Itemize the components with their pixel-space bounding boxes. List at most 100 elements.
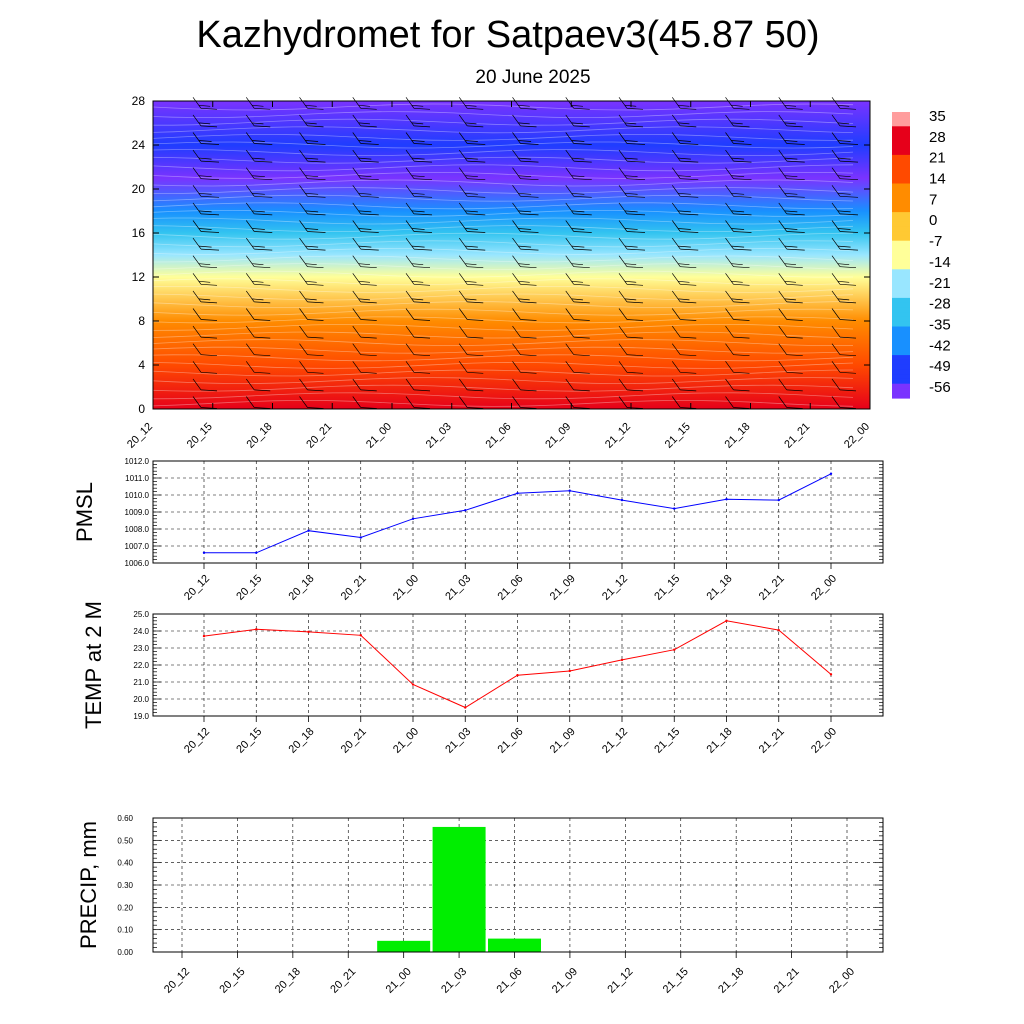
wind-barb-staff	[778, 220, 788, 232]
wind-barb-feather	[786, 160, 805, 163]
wind-barb-staff	[405, 325, 415, 338]
wind-barb-feather	[411, 298, 424, 301]
x-tick-label: 20_15	[185, 421, 215, 451]
wind-barb-staff	[565, 273, 575, 285]
wind-barb-feather	[786, 248, 805, 251]
wind-barb-feather	[626, 319, 644, 321]
wind-barb-feather	[680, 283, 697, 286]
wind-barb-feather	[839, 213, 859, 216]
wind-barb-feather	[518, 140, 532, 142]
wind-barb-feather	[198, 280, 211, 283]
wind-barb-feather	[837, 228, 851, 230]
wind-barb-feather	[465, 175, 478, 178]
wind-barb-staff	[831, 273, 841, 285]
wind-barb-feather	[307, 371, 324, 374]
y-tick-label: 1007.0	[125, 542, 150, 551]
contour-line	[152, 308, 854, 316]
colorbar-segment	[892, 331, 910, 337]
contour-line	[152, 399, 854, 407]
wind-barb-feather	[626, 301, 644, 304]
wind-barb-staff	[458, 202, 468, 215]
wind-barb-staff	[192, 185, 202, 197]
colorbar-segment	[892, 321, 910, 328]
wind-barb-feather	[467, 319, 484, 321]
y-tick-label: 19.0	[133, 712, 149, 721]
x-tick-label: 21_00	[391, 573, 421, 603]
colorbar-segment	[892, 173, 910, 180]
wind-barb-feather	[573, 195, 592, 198]
wind-barb-feather	[680, 319, 697, 321]
data-point	[568, 669, 571, 673]
wind-barb-staff	[458, 149, 468, 162]
wind-barb-staff	[671, 167, 681, 179]
wind-barb-staff	[299, 361, 308, 373]
contour-line	[152, 392, 854, 400]
wind-barb-feather	[573, 371, 590, 374]
wind-barb-staff	[405, 378, 415, 391]
wind-barb-feather	[571, 263, 583, 266]
wind-barb-feather	[624, 298, 637, 301]
wind-barb-feather	[467, 213, 486, 216]
wind-barb-staff	[618, 97, 628, 109]
wind-barb-staff	[512, 378, 521, 391]
x-tick-label: 21_15	[652, 573, 682, 603]
wind-barb-staff	[192, 290, 202, 303]
wind-barb-staff	[831, 255, 841, 267]
wind-barb-staff	[565, 132, 575, 144]
wind-barb-feather	[624, 157, 638, 160]
wind-barb-feather	[571, 104, 583, 107]
y-axis-label: PRECIP, mm	[76, 821, 101, 949]
wind-barb-feather	[254, 389, 271, 392]
wind-barb-staff	[299, 237, 308, 250]
wind-barb-staff	[245, 361, 255, 373]
wind-barb-feather	[358, 210, 372, 213]
wind-barb-feather	[520, 231, 539, 233]
wind-barb-staff	[458, 132, 468, 144]
wind-barb-staff	[565, 202, 575, 215]
wind-barb-feather	[520, 213, 539, 216]
wind-barb-feather	[626, 371, 644, 374]
wind-barb-feather	[467, 195, 486, 198]
wind-barb-feather	[305, 175, 319, 178]
wind-barb-feather	[360, 407, 377, 409]
wind-barb-staff	[405, 343, 415, 355]
wind-barb-feather	[200, 266, 218, 269]
wind-barb-feather	[413, 301, 431, 304]
colorbar-segment	[892, 388, 910, 394]
wind-barb-staff	[299, 343, 308, 355]
wind-barb-feather	[358, 140, 372, 142]
wind-barb-staff	[245, 149, 255, 162]
wind-barb-feather	[358, 263, 370, 266]
wind-barb-feather	[358, 228, 372, 230]
wind-barb-feather	[626, 389, 644, 392]
wind-barb-feather	[360, 125, 377, 128]
wind-barb-feather	[680, 195, 699, 198]
wind-barb-staff	[778, 97, 788, 109]
y-tick-label: 0	[138, 402, 145, 416]
wind-barb-feather	[573, 248, 592, 251]
wind-barb-feather	[413, 371, 431, 374]
colorbar-segment	[892, 183, 910, 189]
colorbar-label: -35	[929, 316, 951, 333]
wind-barb-feather	[784, 122, 796, 125]
contour-line	[152, 133, 854, 141]
wind-barb-staff	[618, 202, 628, 215]
contour-line	[152, 278, 854, 286]
wind-barb-feather	[307, 283, 324, 286]
wind-barb-staff	[618, 255, 628, 267]
wind-barb-staff	[725, 97, 734, 109]
colorbar-label: 21	[929, 150, 946, 167]
wind-barb-feather	[305, 228, 319, 230]
wind-barb-feather	[413, 125, 431, 128]
wind-barb-staff	[831, 220, 841, 232]
y-tick-label: 1011.0	[125, 474, 149, 483]
wind-barb-feather	[467, 266, 484, 269]
wind-barb-staff	[458, 378, 468, 391]
wind-barb-staff	[565, 396, 575, 408]
wind-barb-feather	[678, 228, 691, 230]
wind-barb-staff	[618, 273, 628, 285]
wind-barb-staff	[671, 97, 681, 109]
colorbar-segment	[892, 269, 910, 275]
wind-barb-staff	[725, 308, 734, 320]
wind-barb-staff	[725, 255, 734, 267]
